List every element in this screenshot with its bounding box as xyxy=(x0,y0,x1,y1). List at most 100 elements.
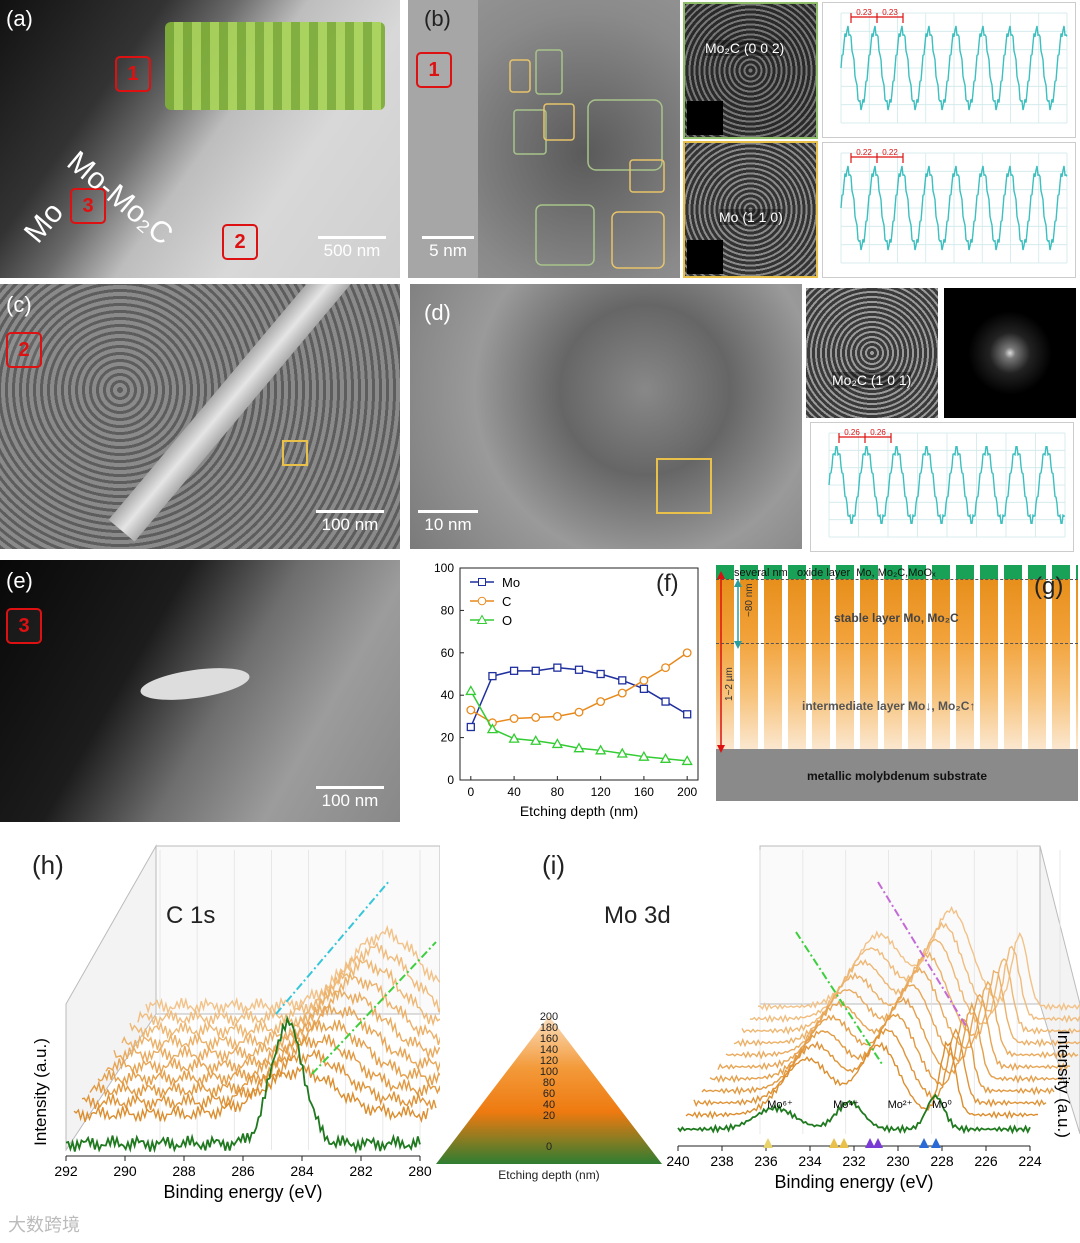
x-tick-label: 288 xyxy=(172,1163,196,1179)
data-point xyxy=(552,711,562,721)
data-point xyxy=(661,697,670,706)
profile-trace xyxy=(840,165,1068,251)
x-tick-label: 40 xyxy=(507,785,521,799)
trend-guide xyxy=(877,881,967,1027)
x-axis-label: Binding energy (eV) xyxy=(163,1182,322,1202)
scale-label: 5 nm xyxy=(429,241,467,260)
scale-label: 10 nm xyxy=(424,515,472,534)
divider-stable xyxy=(716,643,1078,644)
depth-tick: 200 xyxy=(539,1011,559,1023)
hrtem-inset-mo-110: Mo (1 1 0) xyxy=(683,141,818,278)
scale-bar: 100 nm xyxy=(316,510,384,535)
data-point xyxy=(659,752,672,763)
trend-guide xyxy=(795,931,883,1065)
data-point xyxy=(683,710,692,719)
depth-tick: 180 xyxy=(539,1022,559,1034)
fit-marker xyxy=(829,1138,839,1148)
spacing-label: 0.22 xyxy=(882,148,898,157)
dim-1-2um: 1~2 µm xyxy=(724,667,735,701)
fft-inset xyxy=(687,240,723,274)
inset-label: Mo₂C (0 0 2) xyxy=(705,40,785,56)
hrtem-inset-mo2c-002: Mo₂C (0 0 2) xyxy=(683,2,818,139)
panel-label: (h) xyxy=(32,850,64,880)
x-tick-label: 120 xyxy=(591,785,611,799)
data-point xyxy=(639,675,649,685)
layer-schematic: several nm oxide layer Mo, Mo₂C,MoOₓ sta… xyxy=(716,565,1078,801)
y-tick-label: 80 xyxy=(441,603,455,617)
data-point xyxy=(530,734,542,745)
x-tick-label: 234 xyxy=(798,1153,822,1169)
fit-marker xyxy=(763,1138,773,1148)
depth-tick: 140 xyxy=(539,1044,559,1056)
trend-guide xyxy=(275,879,391,1015)
spectrum-depth-0 xyxy=(677,1093,1031,1135)
y-tick-label: 0 xyxy=(447,773,454,787)
data-point xyxy=(465,685,477,696)
x-tick-label: 80 xyxy=(551,785,565,799)
spectrum-depth-80 xyxy=(97,1018,440,1088)
spectrum-depth-20 xyxy=(685,1040,1038,1120)
panel-b: (b) 1 5 nm xyxy=(408,0,680,278)
x-tick-label: 0 xyxy=(467,785,474,799)
data-point xyxy=(553,663,562,672)
y-axis-label: Intensity (a.u.) xyxy=(1054,1030,1073,1138)
inset-label: Mo (1 1 0) xyxy=(719,209,783,225)
x-tick-label: 160 xyxy=(634,785,654,799)
data-point xyxy=(681,755,693,766)
panel-label: (g) xyxy=(1034,573,1064,600)
depth-tick: 80 xyxy=(542,1077,556,1089)
c1s-title: C 1s xyxy=(166,902,216,929)
substrate-label: metallic molybdenum substrate xyxy=(806,769,988,783)
x-tick-label: 228 xyxy=(930,1153,954,1169)
data-point xyxy=(639,684,649,693)
selection-box xyxy=(282,440,308,466)
x-tick-label: 224 xyxy=(1018,1153,1042,1169)
spectrum-depth-20 xyxy=(73,1063,429,1124)
hrtem-inset-mo2c-101: Mo₂C (1 0 1) xyxy=(806,288,938,418)
profile-trace xyxy=(840,25,1068,111)
depth-caption: Etching depth (nm) xyxy=(498,1168,600,1182)
data-point xyxy=(488,671,497,681)
plot-frame xyxy=(459,567,699,781)
spectrum-depth-40 xyxy=(693,1027,1047,1108)
depth-tick: 60 xyxy=(542,1088,556,1100)
data-point xyxy=(596,669,605,679)
species-label: Mo⁰ xyxy=(932,1099,952,1111)
fit-marker xyxy=(931,1138,941,1148)
mo3d-title: Mo 3d xyxy=(604,902,671,929)
region-box-2: 2 xyxy=(6,332,42,368)
depth-tick: 160 xyxy=(539,1033,559,1045)
fft-pattern xyxy=(944,288,1076,418)
stable-layer-label: stable layer Mo, Mo₂C xyxy=(834,611,959,625)
spectrum-depth-160 xyxy=(129,958,440,1040)
spectrum-depth-200 xyxy=(757,905,1080,1012)
data-point xyxy=(638,750,650,761)
region-box-2: 2 xyxy=(222,224,258,260)
data-point xyxy=(617,688,627,698)
y-tick-label: 40 xyxy=(441,688,455,702)
depth-tick: 20 xyxy=(542,1110,556,1122)
y-tick-label: 20 xyxy=(441,731,455,745)
x-tick-label: 236 xyxy=(754,1153,778,1169)
fit-marker xyxy=(839,1138,849,1148)
panel-e: (e) 3 100 nm xyxy=(0,560,400,822)
composition-depth-chart: 0 40 80 120 160 200 0 20 40 60 80 100 Etching depth … xyxy=(434,561,699,819)
fft-inset xyxy=(687,101,723,135)
region-box-1: 1 xyxy=(416,52,452,88)
intermediate-layer-label: intermediate layer Mo↓, Mo₂C↑ xyxy=(802,699,976,713)
panel-label: (e) xyxy=(6,568,33,593)
panel-c: (c) 2 100 nm xyxy=(0,284,400,549)
scale-label: 500 nm xyxy=(323,241,381,260)
selection-box xyxy=(656,458,712,514)
side-wall xyxy=(65,844,157,1152)
series-line-Mo xyxy=(470,666,688,728)
depth-tick: 40 xyxy=(542,1099,556,1111)
legend-label: O xyxy=(502,613,512,628)
oxide-layer-label: several nm oxide layer Mo, Mo₂C,MoOₓ xyxy=(734,567,936,579)
scale-label: 100 nm xyxy=(321,791,379,810)
y-axis-label: Intensity (a.u.) xyxy=(31,1038,50,1146)
data-point xyxy=(509,714,519,723)
spectrum-depth-120 xyxy=(113,988,440,1063)
data-point xyxy=(466,722,475,732)
data-point xyxy=(531,713,541,722)
